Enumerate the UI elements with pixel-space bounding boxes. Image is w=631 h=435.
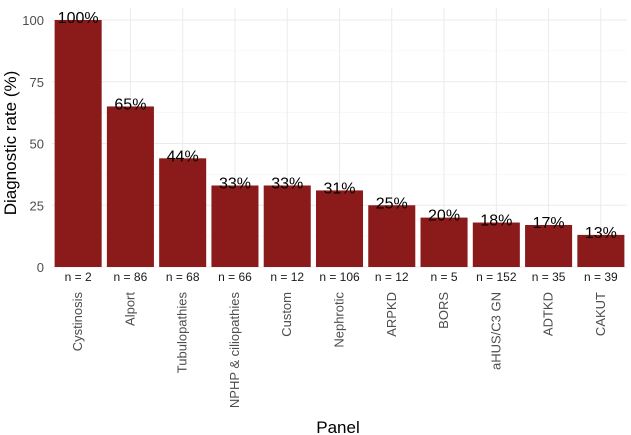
value-label: 18% bbox=[480, 213, 512, 230]
bar bbox=[211, 185, 259, 267]
bar bbox=[420, 217, 468, 267]
value-label: 20% bbox=[428, 208, 460, 225]
n-label: n = 12 bbox=[375, 270, 409, 284]
x-axis-title: Panel bbox=[316, 418, 359, 435]
bar bbox=[525, 225, 573, 267]
n-label: n = 106 bbox=[319, 270, 360, 284]
n-label: n = 68 bbox=[166, 270, 200, 284]
n-label: n = 39 bbox=[584, 270, 618, 284]
y-tick-label: 0 bbox=[37, 260, 44, 275]
y-axis-title: Diagnostic rate (%) bbox=[1, 71, 20, 216]
bar bbox=[577, 234, 625, 267]
n-label: n = 35 bbox=[532, 270, 566, 284]
x-tick-label: Nephrotic bbox=[332, 292, 347, 348]
y-tick-label: 50 bbox=[30, 137, 44, 152]
n-label: n = 152 bbox=[476, 270, 517, 284]
bars-layer: 100% n = 2 65% n = 86 44% n = 68 33% n = 66 33% n… bbox=[54, 10, 625, 284]
bar bbox=[159, 158, 207, 267]
y-tick-label: 100 bbox=[22, 13, 44, 28]
n-label: n = 5 bbox=[431, 270, 458, 284]
x-tick-label: NPHP & ciliopathies bbox=[227, 292, 242, 409]
value-label: 100% bbox=[58, 10, 99, 27]
bar bbox=[54, 20, 102, 267]
bar bbox=[315, 190, 364, 267]
n-label: n = 86 bbox=[114, 270, 148, 284]
bar bbox=[106, 106, 154, 267]
value-label: 33% bbox=[219, 175, 251, 192]
bar bbox=[368, 205, 416, 267]
n-label: n = 12 bbox=[270, 270, 304, 284]
x-tick-label: BORS bbox=[436, 292, 451, 329]
value-label: 33% bbox=[271, 175, 303, 192]
n-label: n = 2 bbox=[65, 270, 92, 284]
y-axis-ticks: 0 25 50 75 100 bbox=[22, 13, 44, 275]
x-tick-label: ADTKD bbox=[541, 292, 556, 336]
value-label: 65% bbox=[114, 96, 146, 113]
value-label: 44% bbox=[167, 148, 199, 165]
value-label: 13% bbox=[585, 225, 617, 242]
value-label: 31% bbox=[323, 180, 355, 197]
value-label: 25% bbox=[376, 195, 408, 212]
x-tick-label: CAKUT bbox=[593, 292, 608, 336]
x-axis-categories: Cystinosis Alport Tubulopathies NPHP & cili… bbox=[70, 292, 608, 409]
x-tick-label: Alport bbox=[122, 292, 137, 326]
bar bbox=[263, 185, 311, 267]
bar bbox=[472, 222, 520, 267]
x-tick-label: Cystinosis bbox=[70, 292, 85, 352]
y-tick-label: 25 bbox=[30, 198, 44, 213]
x-tick-label: Tubulopathies bbox=[175, 292, 190, 374]
x-tick-label: aHUS/C3 GN bbox=[488, 292, 503, 370]
n-label: n = 66 bbox=[218, 270, 252, 284]
value-label: 17% bbox=[533, 215, 565, 232]
x-tick-label: Custom bbox=[279, 292, 294, 337]
x-tick-label: ARPKD bbox=[384, 292, 399, 337]
y-tick-label: 75 bbox=[30, 75, 44, 90]
